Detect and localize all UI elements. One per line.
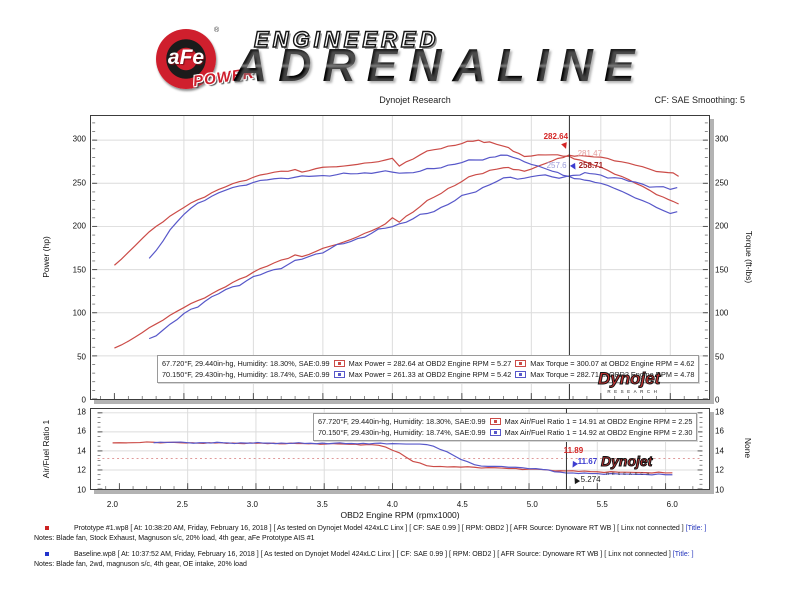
series-prototype-1-torque-ft-lbs- — [114, 139, 679, 266]
x-tick-label: 5.5 — [596, 500, 608, 509]
y-tick-label: 12 — [715, 465, 724, 475]
run-info-line: Prototype #1.wp8 [ At: 10:38:20 AM, Frid… — [74, 525, 707, 532]
series-marker-icon — [489, 429, 501, 436]
afe-power-logo-icon: aFe — [156, 29, 216, 89]
y-tick-label: 50 — [77, 352, 86, 362]
run-title-field: [Title: ] — [672, 551, 694, 558]
x-tick-label: 3.5 — [316, 500, 328, 509]
legend-max-value: Max Torque = 282.71 at OBD2 Engine RPM =… — [530, 370, 695, 379]
y-tick-label: 150 — [715, 265, 729, 275]
dynojet-watermark-word: Dynojet — [597, 369, 661, 388]
run-title-field: [Title: ] — [685, 525, 707, 532]
x-tick-label: 5.0 — [526, 500, 538, 509]
power-axis-title: Power (hp) — [41, 236, 51, 278]
power-torque-legend: 67.720°F, 29.440in-hg, Humidity: 18.30%,… — [157, 355, 700, 383]
y-tick-label: 0 — [81, 395, 86, 405]
legend-env-conditions: 70.150°F, 29.430in-hg, Humidity: 18.74%,… — [162, 370, 330, 379]
x-tick-label: 2.5 — [176, 500, 188, 509]
y-tick-label: 18 — [77, 407, 86, 417]
legend-row: 70.150°F, 29.430in-hg, Humidity: 18.74%,… — [318, 427, 692, 438]
run-entry: Baseline.wp8 [ At: 10:37:52 AM, Friday, … — [30, 550, 792, 569]
dynojet-watermark-small: Dynojet RESEARCH — [600, 453, 653, 477]
registered-mark: ® — [214, 27, 220, 34]
smoothing-info: CF: SAE Smoothing: 5 — [654, 95, 745, 105]
legend-max-value: Max Torque = 300.07 at OBD2 Engine RPM =… — [530, 359, 695, 368]
legend-max-value: Max Power = 261.33 at OBD2 Engine RPM = … — [348, 370, 512, 379]
x-tick-label: 2.0 — [106, 500, 118, 509]
legend-env-conditions: 70.150°F, 29.430in-hg, Humidity: 18.74%,… — [318, 428, 486, 437]
x-tick-label: 3.0 — [246, 500, 258, 509]
y-tick-label: 10 — [715, 485, 724, 495]
y-tick-label: 50 — [715, 352, 724, 362]
legend-row: 67.720°F, 29.440in-hg, Humidity: 18.30%,… — [318, 416, 692, 427]
series-prototype-1-power-hp- — [114, 154, 679, 349]
y-tick-label: 250 — [72, 178, 86, 188]
y-tick-label: 10 — [77, 485, 86, 495]
x-tick-label: 4.5 — [456, 500, 468, 509]
y-tick-label: 150 — [72, 265, 86, 275]
series-baseline-torque-ft-lbs- — [148, 154, 678, 259]
legend-env-conditions: 67.720°F, 29.440in-hg, Humidity: 18.30%,… — [162, 359, 330, 368]
run-notes-line: Notes: Blade fan, Stock Exhaust, Magnuso… — [34, 535, 315, 542]
run-bullet-icon — [45, 552, 49, 556]
axis-ticks — [97, 412, 703, 489]
y-tick-label: 18 — [715, 407, 724, 417]
series-marker-icon — [333, 360, 345, 367]
dynojet-watermark: Dynojet RESEARCH — [597, 369, 661, 395]
dynojet-watermark-sub: RESEARCH — [607, 389, 661, 394]
y-tick-label: 12 — [77, 465, 86, 475]
legend-max-value: Max Air/Fuel Ratio 1 = 14.92 at OBD2 Eng… — [504, 428, 693, 437]
legend-row: 70.150°F, 29.430in-hg, Humidity: 18.74%,… — [162, 369, 694, 380]
y-tick-label: 100 — [715, 308, 729, 318]
y-tick-label: 14 — [715, 446, 724, 456]
axis-ticks — [92, 122, 708, 399]
x-tick-label: 6.0 — [666, 500, 678, 509]
x-tick-label: 4.0 — [386, 500, 398, 509]
y-tick-label: 200 — [72, 221, 86, 231]
afr-legend: 67.720°F, 29.440in-hg, Humidity: 18.30%,… — [313, 413, 698, 441]
legend-max-value: Max Air/Fuel Ratio 1 = 14.91 at OBD2 Eng… — [504, 417, 693, 426]
air-fuel-ratio-svg — [97, 409, 703, 489]
report-source-title: Dynojet Research — [379, 95, 451, 105]
series-marker-icon — [333, 371, 345, 378]
afr-axis-title: Air/Fuel Ratio 1 — [41, 419, 51, 479]
dynojet-watermark-word: Dynojet — [600, 453, 653, 469]
y-tick-label: 16 — [715, 426, 724, 436]
y-tick-label: 14 — [77, 446, 86, 456]
legend-env-conditions: 67.720°F, 29.440in-hg, Humidity: 18.30%,… — [318, 417, 486, 426]
y-tick-label: 16 — [77, 426, 86, 436]
series-marker-icon — [515, 371, 527, 378]
y-tick-label: 100 — [72, 308, 86, 318]
y-tick-label: 300 — [715, 134, 729, 144]
run-bullet-icon — [45, 526, 49, 530]
series-marker-icon — [515, 360, 527, 367]
y-tick-label: 250 — [715, 178, 729, 188]
y-tick-label: 0 — [715, 395, 720, 405]
legend-max-value: Max Power = 282.64 at OBD2 Engine RPM = … — [348, 359, 512, 368]
series-baseline-air-fuel-ratio-1 — [153, 441, 673, 476]
dynojet-watermark-sub: RESEARCH — [606, 471, 653, 476]
power-torque-plot — [90, 115, 710, 400]
run-info-line: Baseline.wp8 [ At: 10:37:52 AM, Friday, … — [74, 551, 694, 558]
rpm-axis-title: OBD2 Engine RPM (rpmx1000) — [340, 510, 460, 520]
none-axis-title: None — [743, 437, 753, 459]
engineered-wordmark: ENGINEERED — [253, 26, 440, 52]
torque-axis-title: Torque (ft-lbs) — [744, 230, 754, 284]
y-tick-label: 300 — [72, 134, 86, 144]
run-entry: Prototype #1.wp8 [ At: 10:38:20 AM, Frid… — [30, 524, 792, 543]
series-marker-icon — [489, 418, 501, 425]
series-baseline-power-hp- — [148, 171, 678, 340]
adrenaline-wordmark: ADRENALINE — [234, 39, 646, 91]
afe-badge-text: aFe — [167, 46, 205, 69]
y-tick-label: 200 — [715, 221, 729, 231]
legend-row: 67.720°F, 29.440in-hg, Humidity: 18.30%,… — [162, 358, 694, 369]
run-notes-line: Notes: Blade fan, 2wd, magnuson s/c, 4th… — [34, 561, 247, 568]
